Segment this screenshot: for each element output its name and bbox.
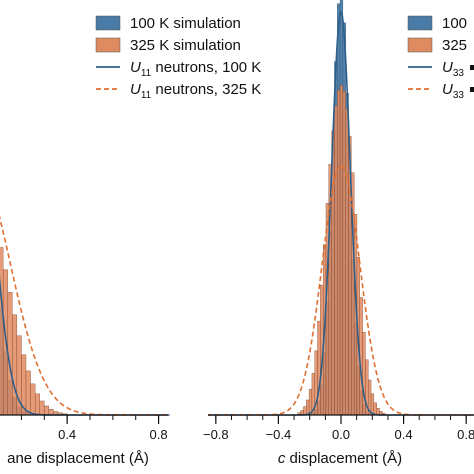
x-axis-title: ane displacement (Å) xyxy=(7,450,149,467)
legend-item: U33 xyxy=(408,81,474,101)
legend-item: U11 neutrons, 100 K xyxy=(96,59,261,79)
histogram-bar xyxy=(317,320,321,416)
histogram-bar xyxy=(373,402,377,416)
x-tick-label: 0.8 xyxy=(150,427,168,442)
legend-item: 100 K simulation xyxy=(95,15,241,32)
histogram-bar xyxy=(337,89,341,416)
legend-item: 100 xyxy=(407,15,467,32)
histogram-bar xyxy=(339,84,344,416)
histogram-bar xyxy=(306,399,310,416)
histogram-bar xyxy=(303,406,307,416)
histogram-bar xyxy=(345,108,349,416)
legend-item: 325 xyxy=(407,37,467,54)
histogram-series xyxy=(297,84,386,416)
histogram-bar xyxy=(39,400,45,416)
histogram-bar xyxy=(342,91,346,416)
legend-swatch xyxy=(95,37,121,53)
plot-area xyxy=(0,215,170,416)
legend-truncated-glyph xyxy=(470,87,474,92)
histogram-bar xyxy=(25,370,31,416)
legend-truncated-glyph xyxy=(470,65,474,70)
histogram-bar xyxy=(48,409,54,416)
legend-label: 100 xyxy=(442,15,467,32)
legend-item: 325 K simulation xyxy=(95,37,241,54)
legend-label: U11 neutrons, 100 K xyxy=(130,59,261,79)
x-axis-title: c displacement (Å) xyxy=(278,450,402,467)
legend-label: U11 neutrons, 325 K xyxy=(130,81,261,101)
histogram-bar xyxy=(12,314,18,416)
histogram-bar xyxy=(44,405,50,416)
legend-swatch xyxy=(407,15,433,31)
legend-label: 100 K simulation xyxy=(130,15,241,32)
legend: 100 K simulation 325 K simulation U11 neut… xyxy=(95,15,261,101)
histogram-bar xyxy=(0,247,4,416)
x-tick-label: 0.0 xyxy=(332,427,350,442)
x-tick-label: 0.4 xyxy=(58,427,76,442)
histogram-bar xyxy=(30,383,36,416)
x-tick-label: −0.8 xyxy=(203,427,229,442)
legend-item: U11 neutrons, 325 K xyxy=(96,81,261,101)
histogram-bar xyxy=(370,393,375,416)
right-panel: −0.8 −0.4 0.0 0.4 0.8 c displacement (Å) 100 32… xyxy=(203,0,474,467)
x-tick-label: 0.8 xyxy=(457,427,474,442)
legend-label: 325 K simulation xyxy=(130,37,241,54)
x-axis-title-text: ane displacement (Å) xyxy=(7,450,149,467)
histogram-bar xyxy=(334,105,338,416)
x-axis-title-text: displacement (Å) xyxy=(285,450,402,467)
legend-label: 325 xyxy=(442,37,467,54)
legend-swatch xyxy=(407,37,433,53)
legend-label: U33 xyxy=(442,59,464,79)
legend-swatch xyxy=(95,15,121,31)
histogram-bar xyxy=(34,393,40,416)
legend-item: U33 xyxy=(408,59,474,79)
x-tick-label: 0.4 xyxy=(395,427,413,442)
x-axis-title-var: c xyxy=(278,450,286,467)
legend-label: U33 xyxy=(442,81,464,101)
histogram-series xyxy=(0,247,68,416)
x-tick-label: −0.4 xyxy=(266,427,292,442)
